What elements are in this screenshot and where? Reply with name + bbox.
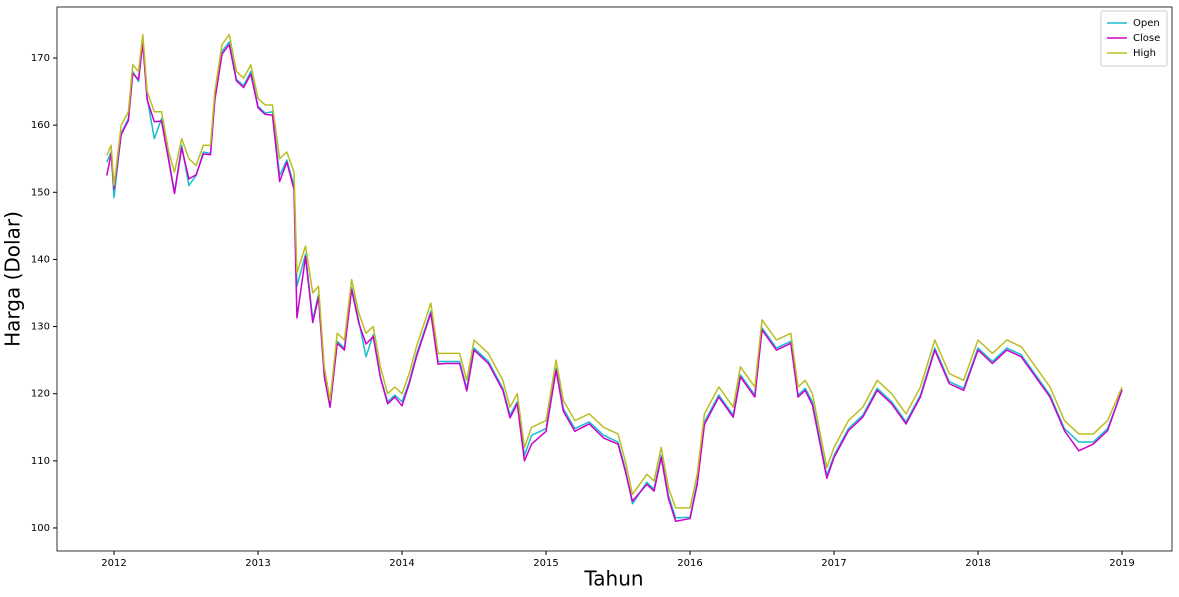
y-tick-label: 150 <box>31 187 50 198</box>
x-tick-label: 2013 <box>245 558 270 569</box>
x-tick-label: 2015 <box>533 558 558 569</box>
series-line <box>106 42 1123 523</box>
x-tick-label: 2019 <box>1109 558 1134 569</box>
x-tick-label: 2017 <box>821 558 846 569</box>
x-tick-label: 2016 <box>677 558 702 569</box>
x-tick-label: 2018 <box>965 558 990 569</box>
legend-label: Close <box>1133 33 1160 44</box>
y-tick-label: 170 <box>31 53 50 64</box>
y-tick-label: 140 <box>31 254 50 265</box>
y-tick-label: 130 <box>31 322 50 333</box>
x-tick-label: 2014 <box>389 558 414 569</box>
series-line <box>106 40 1123 519</box>
series-line <box>106 33 1123 509</box>
plot-frame <box>56 6 1173 552</box>
y-tick-label: 120 <box>31 389 50 400</box>
y-tick-label: 160 <box>31 120 50 131</box>
x-tick-label: 2012 <box>101 558 126 569</box>
legend-label: High <box>1133 48 1156 59</box>
x-axis-label: Tahun <box>583 567 643 591</box>
y-tick-label: 110 <box>31 456 50 467</box>
y-axis-label: Harga (Dolar) <box>1 211 25 347</box>
legend-label: Open <box>1133 18 1160 29</box>
y-tick-label: 100 <box>31 523 50 534</box>
